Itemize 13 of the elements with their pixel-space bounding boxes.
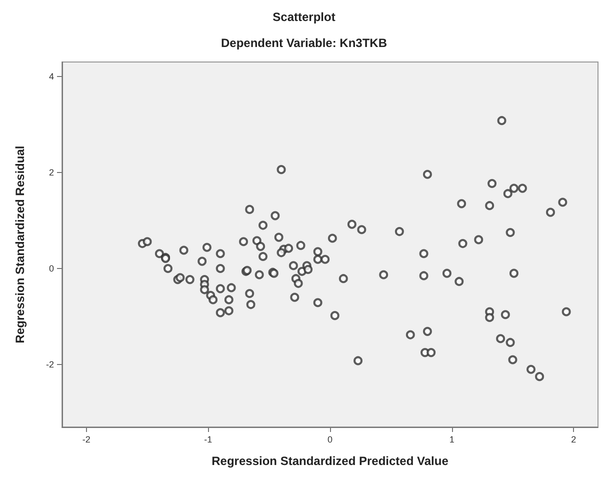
x-tick-label: -1: [204, 434, 212, 444]
y-axis-title: Regression Standardized Residual: [13, 146, 27, 344]
x-tick-label: 1: [449, 434, 454, 444]
y-tick-label: 4: [48, 71, 54, 82]
y-tick-label: 0: [48, 264, 54, 274]
x-axis-title: Regression Standardized Predicted Value: [212, 454, 449, 468]
x-tick-label: -2: [82, 434, 90, 444]
y-tick-label: 2: [48, 167, 54, 178]
x-tick-label: 0: [327, 434, 333, 444]
chart-title: Scatterplot: [272, 10, 336, 24]
x-tick-label: 2: [571, 434, 576, 444]
y-tick-label: -2: [46, 360, 54, 370]
chart-subtitle: Dependent Variable: Kn3TKB: [220, 36, 388, 50]
